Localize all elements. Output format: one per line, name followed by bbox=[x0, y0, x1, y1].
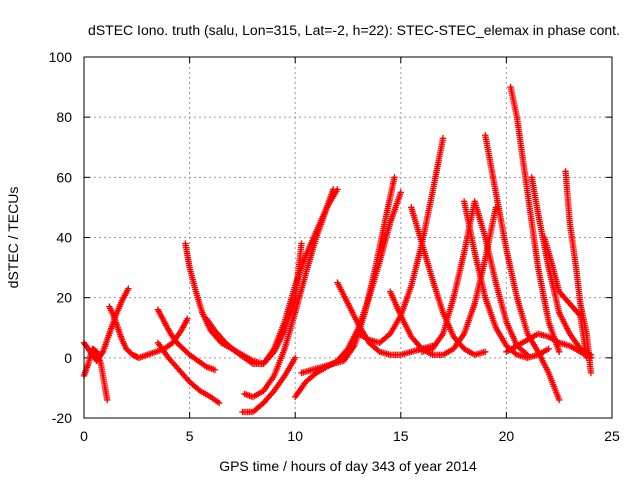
x-tick-label: 10 bbox=[287, 428, 303, 444]
data-series bbox=[154, 339, 223, 407]
plot-frame bbox=[83, 56, 613, 419]
y-axis-label: dSTEC / TECUs bbox=[5, 187, 21, 289]
x-tick-label: 0 bbox=[80, 428, 88, 444]
data-series bbox=[418, 198, 531, 359]
data-series bbox=[334, 279, 436, 359]
data-series bbox=[154, 306, 219, 374]
data-point bbox=[439, 135, 447, 142]
data-series bbox=[528, 174, 595, 359]
data-series bbox=[355, 135, 447, 346]
data-series bbox=[482, 132, 563, 404]
data-series bbox=[408, 204, 489, 359]
data-series bbox=[298, 174, 398, 377]
data-layer bbox=[80, 83, 595, 416]
chart-title: dSTEC Iono. truth (salu, Lon=315, Lat=-2… bbox=[88, 22, 620, 38]
data-point bbox=[125, 285, 132, 292]
data-series bbox=[241, 186, 341, 401]
data-point bbox=[556, 348, 563, 356]
x-axis-label: GPS time / hours of day 343 of year 2014 bbox=[219, 458, 477, 474]
data-series bbox=[503, 330, 595, 362]
data-series bbox=[239, 354, 299, 416]
data-point bbox=[397, 189, 404, 196]
data-series bbox=[562, 168, 595, 377]
y-tick-label: -20 bbox=[52, 410, 72, 426]
data-point bbox=[587, 354, 595, 362]
data-point bbox=[292, 354, 299, 362]
y-tick-label: 0 bbox=[64, 350, 72, 366]
x-tick-label: 15 bbox=[393, 428, 409, 444]
tick-layer: 0 5 10 15 20 25 -20 0 20 40 60 80 100 bbox=[49, 49, 620, 444]
data-point bbox=[587, 369, 595, 377]
x-tick-label: 20 bbox=[499, 428, 515, 444]
y-tick-label: 60 bbox=[56, 169, 72, 185]
data-point bbox=[211, 366, 219, 374]
data-point bbox=[482, 348, 489, 356]
y-tick-label: 80 bbox=[56, 109, 72, 125]
data-point bbox=[334, 186, 341, 193]
data-point bbox=[215, 399, 223, 407]
y-tick-label: 20 bbox=[56, 290, 72, 306]
y-tick-label: 40 bbox=[56, 230, 72, 246]
y-tick-label: 100 bbox=[49, 49, 73, 65]
data-series bbox=[460, 198, 552, 362]
x-tick-label: 5 bbox=[186, 428, 194, 444]
data-series bbox=[507, 83, 563, 356]
data-point bbox=[391, 174, 398, 181]
data-point bbox=[184, 315, 191, 322]
data-point bbox=[104, 396, 111, 404]
data-point bbox=[556, 396, 563, 404]
data-point bbox=[298, 240, 305, 247]
data-series bbox=[80, 345, 111, 404]
data-point bbox=[545, 345, 552, 353]
x-tick-label: 25 bbox=[604, 428, 620, 444]
